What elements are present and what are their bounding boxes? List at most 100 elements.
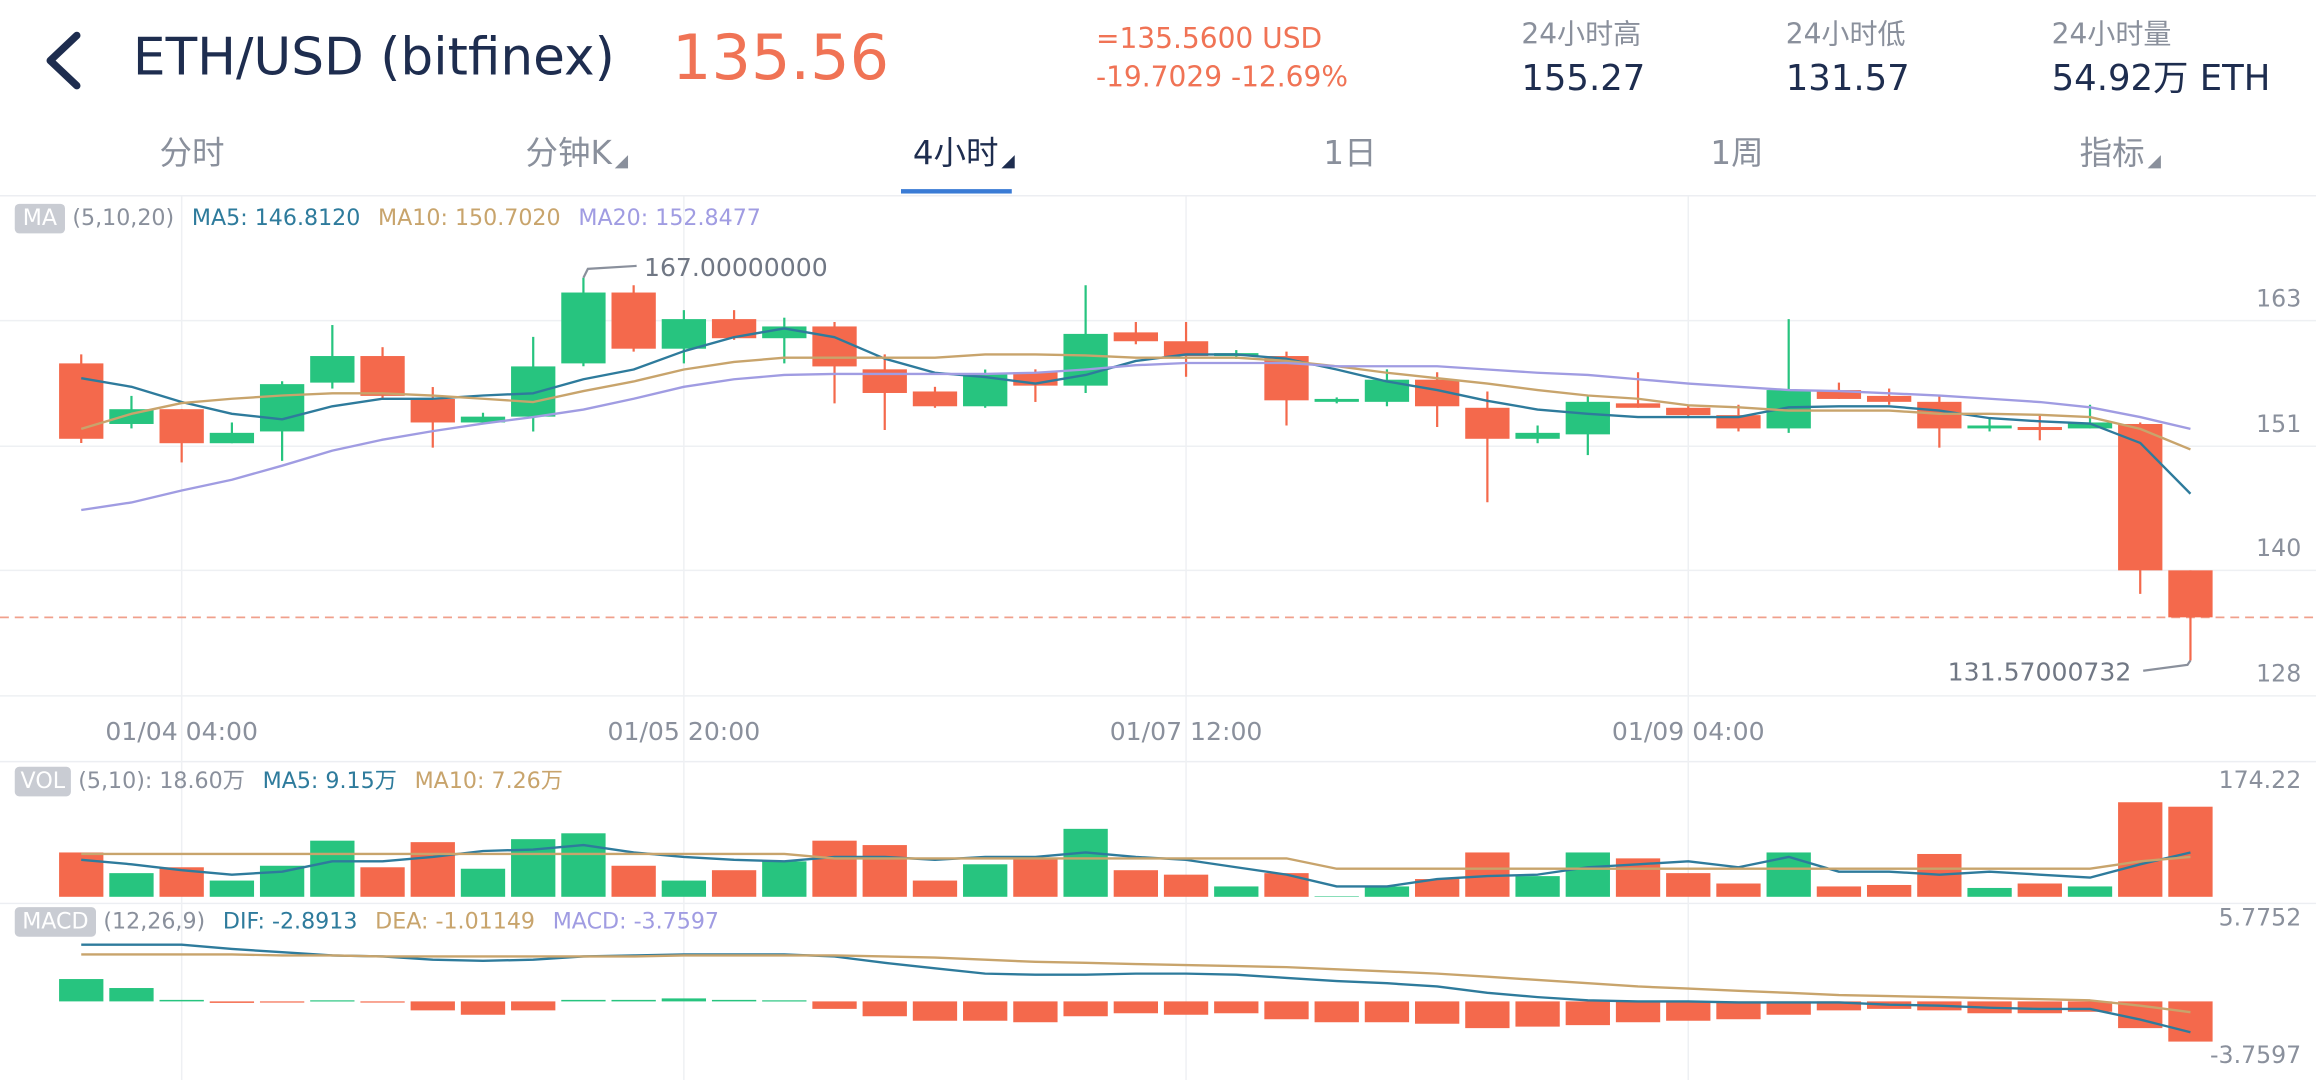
macd-bar	[1816, 1001, 1862, 1011]
candle-body	[912, 391, 958, 407]
candle-body	[661, 319, 707, 349]
stat-value: 131.57	[1786, 58, 1910, 99]
indicator-badge-label[interactable]: MA	[23, 205, 57, 231]
candle-body	[862, 369, 907, 393]
volume-bar	[410, 842, 455, 897]
y-tick-label: 5.7752	[2219, 903, 2302, 931]
volume-bar	[2118, 802, 2163, 897]
x-tick-label: 01/09 04:00	[1612, 717, 1765, 746]
macd-bar	[1013, 1001, 1058, 1023]
candle-body	[310, 356, 355, 383]
x-tick-label: 01/05 20:00	[608, 717, 761, 746]
volume-bar	[1415, 879, 1460, 897]
y-tick-label: -3.7597	[2210, 1041, 2301, 1069]
volume-bar	[1364, 886, 1410, 897]
tab[interactable]: 1周	[1710, 134, 1763, 172]
candle-body	[1364, 379, 1410, 402]
candle-body	[711, 319, 757, 339]
annotation: 131.57000732	[1948, 658, 2132, 687]
macd-bar	[410, 1001, 455, 1011]
macd-bar	[511, 1001, 556, 1011]
legend-entry: DEA: -1.01149	[375, 908, 535, 934]
y-tick-label: 174.22	[2219, 766, 2302, 794]
volume-bar	[2017, 883, 2062, 897]
volume-bar	[1113, 870, 1158, 897]
indicator-badge-label[interactable]: VOL	[21, 768, 66, 794]
candle-body	[2168, 570, 2213, 618]
y-tick-label: 140	[2256, 534, 2301, 562]
volume-bar	[812, 840, 857, 897]
candle-body	[1113, 332, 1158, 342]
macd-bar	[310, 1000, 355, 1002]
volume-bar	[1565, 852, 1610, 897]
macd-bar	[159, 999, 204, 1002]
volume-bar	[611, 865, 656, 897]
indicator-line	[81, 943, 2191, 1034]
volume-bar	[2168, 806, 2213, 897]
indicator-params: (5,10,20)	[72, 205, 174, 231]
candle-body	[259, 384, 305, 432]
tab[interactable]: 指标	[2080, 134, 2145, 172]
volume-bar	[1816, 886, 1862, 897]
macd-bar	[1264, 1001, 1309, 1020]
candle-body	[762, 326, 807, 339]
volume-bar	[360, 867, 405, 897]
last-price: 135.56	[672, 21, 889, 94]
candle-body	[511, 366, 556, 417]
candle-body	[561, 292, 606, 364]
indicator-line	[81, 843, 2191, 888]
volume-bar	[109, 873, 154, 897]
candle-body	[360, 356, 405, 396]
macd-bar	[1716, 1001, 1761, 1020]
tab[interactable]: 分钟K	[526, 134, 613, 172]
candle-body	[812, 326, 857, 367]
tab-dropdown-icon	[1001, 155, 1015, 169]
candle-body	[1163, 341, 1209, 357]
indicator-badge[interactable]	[14, 907, 97, 937]
macd-bar	[1515, 1001, 1560, 1027]
annotation: 167.00000000	[644, 253, 828, 282]
volume-bar	[963, 864, 1008, 897]
stat-value: 155.27	[1521, 58, 1645, 99]
macd-bar	[711, 999, 757, 1002]
macd-bar	[2067, 1001, 2113, 1012]
tab[interactable]: 4小时	[913, 134, 999, 172]
macd-bar	[209, 1001, 255, 1003]
volume-bar	[1515, 876, 1560, 897]
tab-dropdown-icon	[614, 155, 629, 169]
candle-body	[611, 292, 656, 349]
macd-bar	[862, 1001, 907, 1017]
volume-bar	[310, 840, 355, 897]
y-tick-label: 128	[2256, 660, 2301, 688]
macd-bar	[1364, 1001, 1410, 1023]
legend-entry: MA5: 146.8120	[192, 205, 360, 231]
candle-body	[1917, 401, 1962, 429]
volume-bar	[1666, 873, 1711, 897]
indicator-badge-label[interactable]: MACD	[22, 908, 88, 934]
candle-body	[1716, 415, 1761, 429]
macd-bar	[611, 999, 656, 1002]
candle-body	[1565, 401, 1610, 435]
legend-entry: MA10: 7.26万	[415, 768, 563, 794]
indicator-params: (5,10): 18.60万	[78, 768, 245, 794]
annotation-leader	[582, 264, 637, 279]
legend-entry: MA10: 150.7020	[378, 205, 561, 231]
x-tick-label: 01/04 04:00	[105, 717, 258, 746]
stat-label: 24小时量	[2052, 17, 2172, 50]
tab[interactable]: 分时	[160, 134, 225, 172]
back-button[interactable]	[46, 31, 81, 90]
indicator-line	[81, 953, 2191, 1014]
volume-bar	[259, 865, 305, 897]
volume-bar	[1264, 873, 1309, 897]
macd-bar	[1465, 1001, 1510, 1029]
legend-entry: MA5: 9.15万	[263, 768, 397, 794]
indicator-badge[interactable]	[14, 203, 65, 234]
volume-bar	[1214, 886, 1259, 897]
volume-bar	[209, 880, 255, 897]
candle-body	[2118, 423, 2163, 571]
tab[interactable]: 1日	[1323, 134, 1376, 172]
legend-entry: DIF: -2.8913	[223, 908, 358, 934]
macd-bar	[1063, 1001, 1108, 1017]
indicator-badge[interactable]	[14, 766, 71, 797]
